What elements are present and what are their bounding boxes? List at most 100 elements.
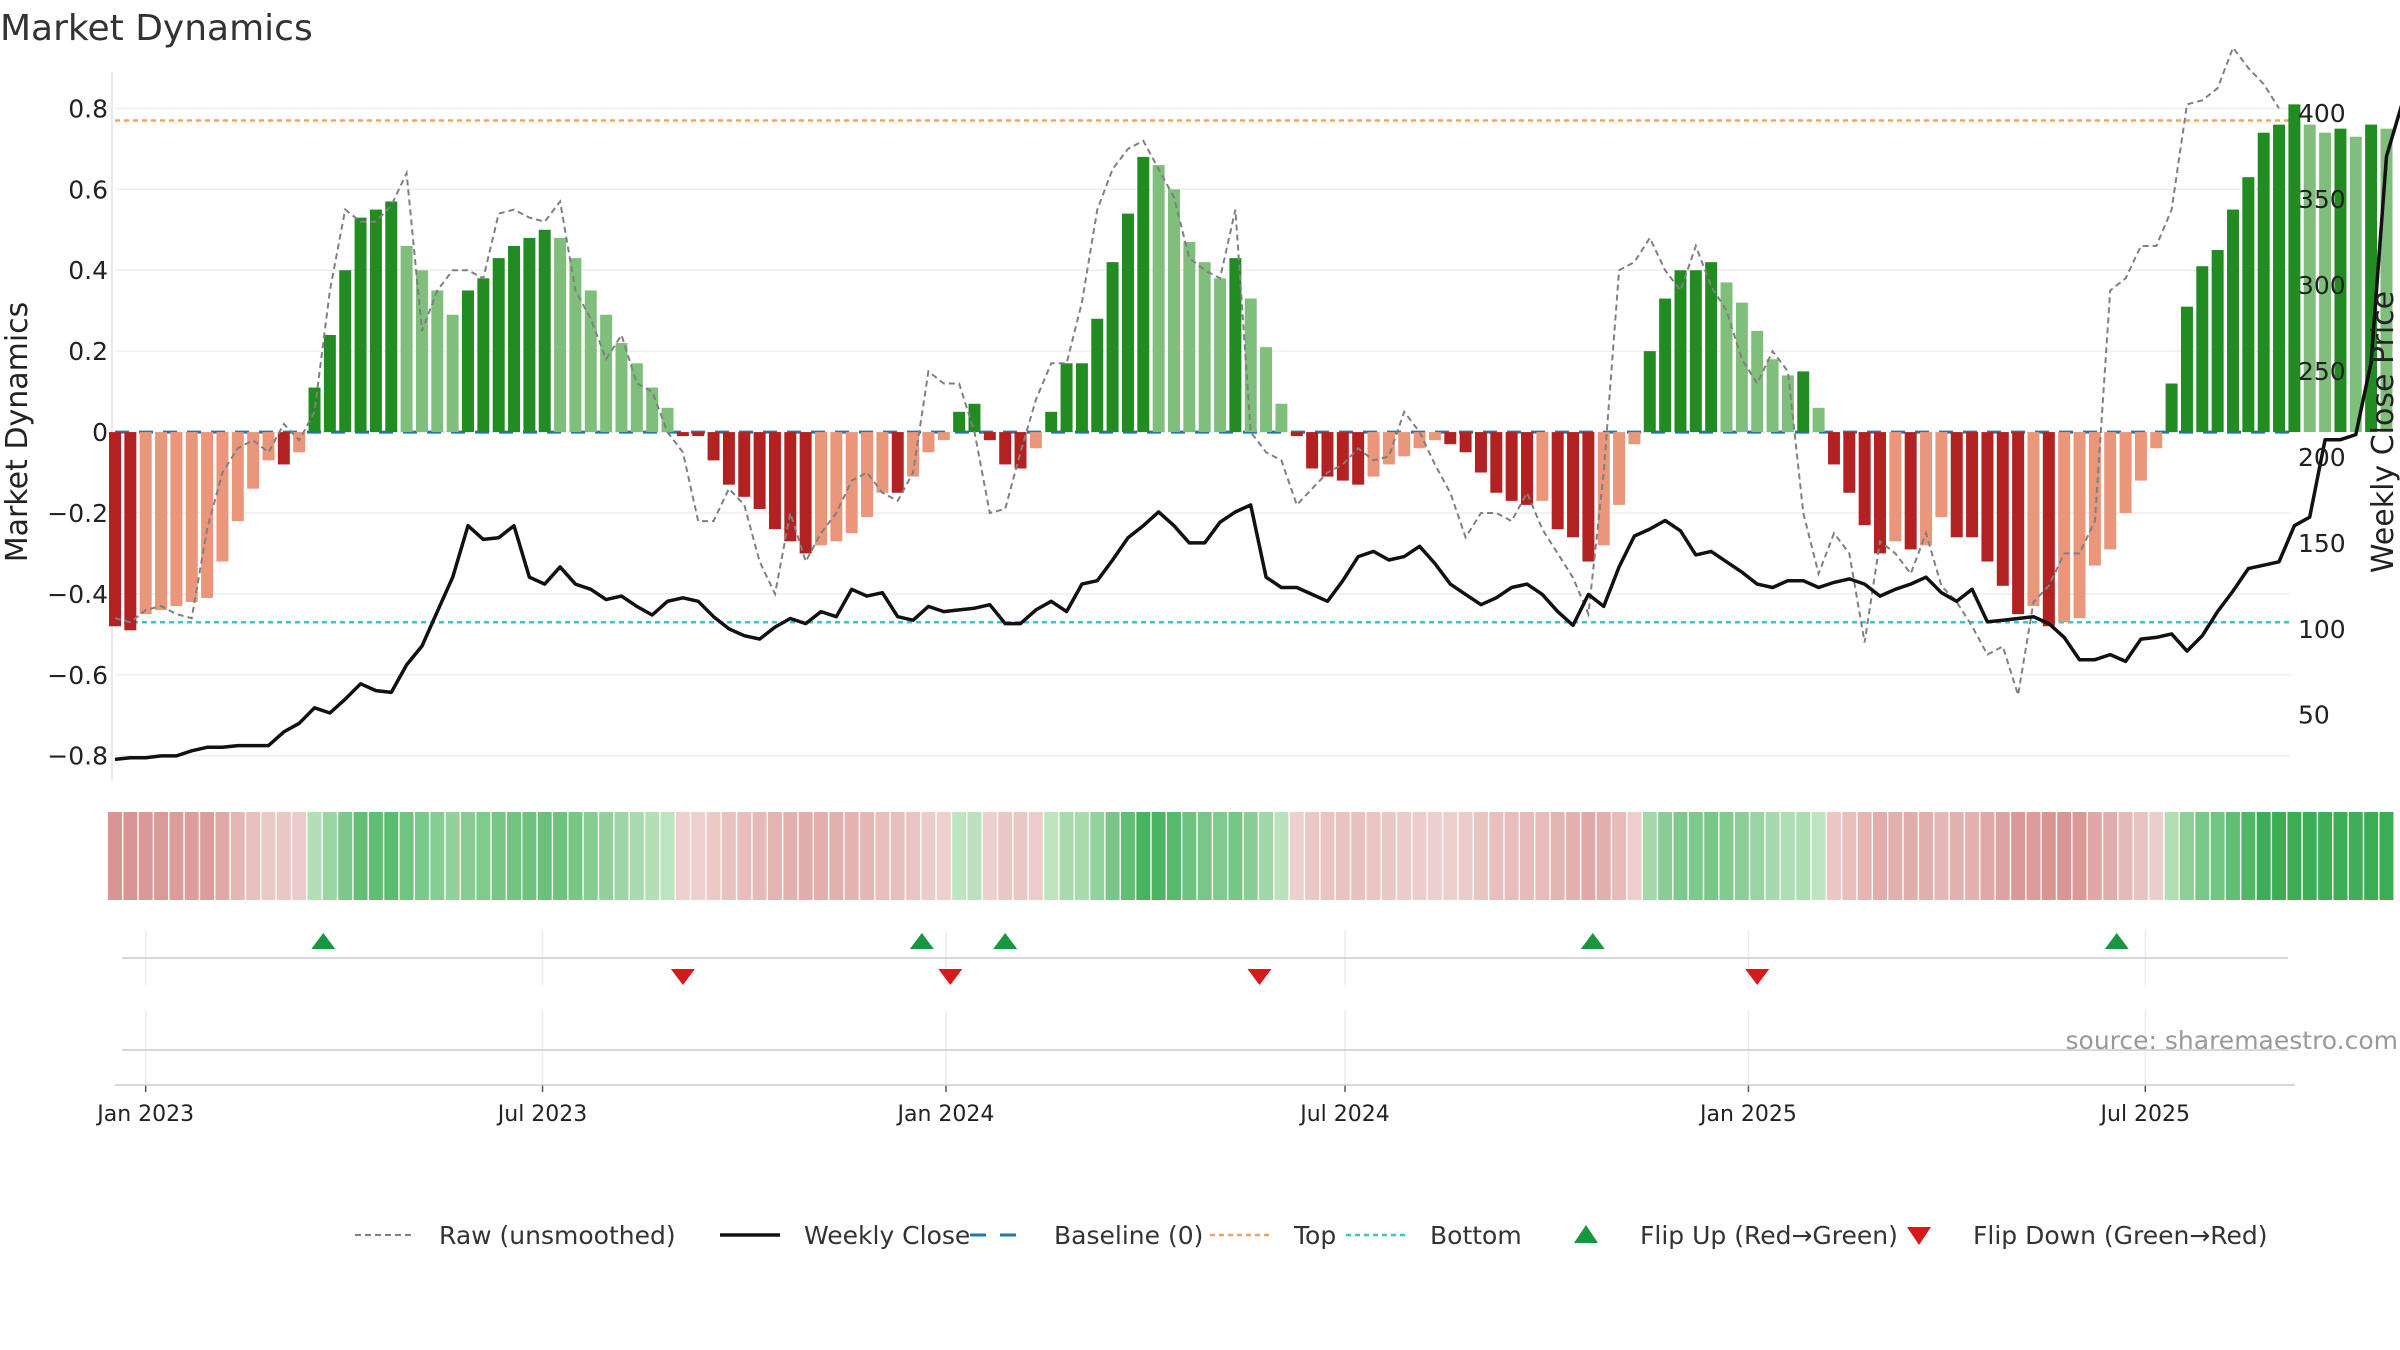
legend-item-flip_up: Flip Up (Red→Green)	[1574, 1221, 1898, 1250]
dynamics-bar	[1935, 432, 1948, 518]
heat-cell	[1090, 812, 1105, 900]
dynamics-bar	[1874, 432, 1886, 554]
heat-cell	[1504, 812, 1519, 900]
dynamics-bar	[768, 432, 781, 530]
dynamics-bar	[2165, 383, 2178, 433]
dynamics-bar	[2058, 432, 2071, 623]
heat-cell	[814, 812, 828, 900]
dynamics-bar	[1827, 432, 1840, 465]
heat-cell	[537, 812, 552, 900]
heat-cell	[1458, 812, 1473, 900]
dynamics-bar	[1474, 432, 1487, 473]
dynamics-bar	[216, 432, 229, 562]
flip-up-marker	[1580, 933, 1605, 949]
flip-down-marker	[1247, 969, 1272, 985]
heat-cell	[445, 812, 460, 900]
heat-cell	[1397, 812, 1412, 900]
heat-cell	[491, 812, 506, 900]
dynamics-bar	[1214, 278, 1227, 433]
dynamics-bar	[293, 432, 306, 453]
dynamics-bar	[922, 432, 935, 453]
heat-cell	[1873, 812, 1887, 900]
heat-cell	[1949, 812, 1964, 900]
heat-cell	[353, 812, 368, 900]
dynamics-bar	[1229, 258, 1242, 433]
right-tick-label: 250	[2298, 357, 2346, 386]
heat-cell	[1811, 812, 1826, 900]
dynamics-bar	[738, 432, 751, 497]
dynamics-bar	[2242, 177, 2255, 433]
heat-cell	[998, 812, 1013, 900]
dynamics-bar	[1843, 432, 1856, 493]
dynamics-bar	[676, 432, 689, 437]
heat-cell	[936, 812, 951, 900]
right-axis-label: Weekly Close Price	[2366, 291, 2400, 573]
dynamics-bar	[1060, 363, 1073, 433]
legend-label: Bottom	[1430, 1221, 1522, 1250]
heat-cell	[1028, 812, 1043, 900]
dynamics-bar	[815, 432, 827, 546]
dynamics-bar	[1444, 432, 1457, 445]
heat-cell	[721, 812, 736, 900]
left-axis: 0.8 0.6 0.4 0.2 0 −0.2 −0.4 −0.6 −0.8	[47, 94, 108, 770]
heat-cell	[2011, 812, 2026, 900]
heat-cell	[1535, 812, 1550, 900]
dynamics-bar	[2334, 128, 2347, 433]
flip-markers-panel	[122, 930, 2288, 985]
flip-up-marker	[993, 933, 1018, 949]
right-tick-label: 50	[2298, 701, 2330, 730]
dynamics-bar	[1720, 282, 1733, 433]
heat-cell	[276, 812, 291, 900]
dynamics-bar	[830, 432, 843, 542]
legend-label: Top	[1293, 1221, 1336, 1250]
heat-cell	[1213, 812, 1228, 900]
dynamics-bar	[1029, 432, 1042, 449]
dynamics-bar	[1904, 432, 1917, 550]
heat-cell	[798, 812, 813, 900]
left-tick-label: −0.4	[47, 580, 108, 609]
legend-item-top: Top	[1210, 1221, 1336, 1250]
heat-cell	[1673, 812, 1688, 900]
dynamics-bar	[1121, 213, 1134, 433]
dynamics-bar	[1091, 318, 1104, 433]
heat-cell	[1335, 812, 1350, 900]
dynamics-bar	[415, 270, 428, 433]
dynamics-bar	[124, 432, 137, 631]
heat-cell	[706, 812, 721, 900]
heat-cell	[414, 812, 429, 900]
heat-cell	[108, 812, 122, 900]
heat-cell	[1412, 812, 1427, 900]
dynamics-bar	[2150, 432, 2163, 449]
heat-cell	[1550, 812, 1565, 900]
heat-cell	[1750, 812, 1765, 900]
heat-cell	[2241, 812, 2256, 900]
dynamics-bar	[2088, 432, 2101, 566]
heat-cell	[1796, 812, 1811, 900]
dynamics-bar	[661, 407, 674, 433]
heat-cell	[2287, 812, 2302, 900]
heat-cell	[1842, 812, 1857, 900]
heat-cell	[829, 812, 844, 900]
legend-label: Flip Down (Green→Red)	[1973, 1221, 2268, 1250]
x-tick-label: Jul 2025	[2099, 1102, 2191, 1127]
heat-cell	[1995, 812, 2010, 900]
close-line	[114, 104, 2400, 762]
heat-cell	[261, 812, 276, 900]
heat-cell	[553, 812, 568, 900]
dynamics-bar	[1536, 432, 1549, 501]
dynamics-bar	[2273, 124, 2286, 433]
dynamics-bar	[1981, 432, 1994, 562]
dynamics-bar	[1290, 432, 1303, 437]
heat-cell	[1320, 812, 1335, 900]
heat-cell	[1489, 812, 1504, 900]
dynamics-bar	[630, 363, 643, 433]
heat-cell	[660, 812, 675, 900]
dynamics-bar	[1382, 432, 1395, 465]
heat-cell	[1857, 812, 1872, 900]
heat-cell	[2041, 812, 2056, 900]
heat-cell	[2072, 812, 2087, 900]
heat-cell	[1658, 812, 1673, 900]
x-tick-label: Jan 2023	[95, 1102, 194, 1127]
x-tick-label: Jan 2025	[1698, 1102, 1797, 1127]
